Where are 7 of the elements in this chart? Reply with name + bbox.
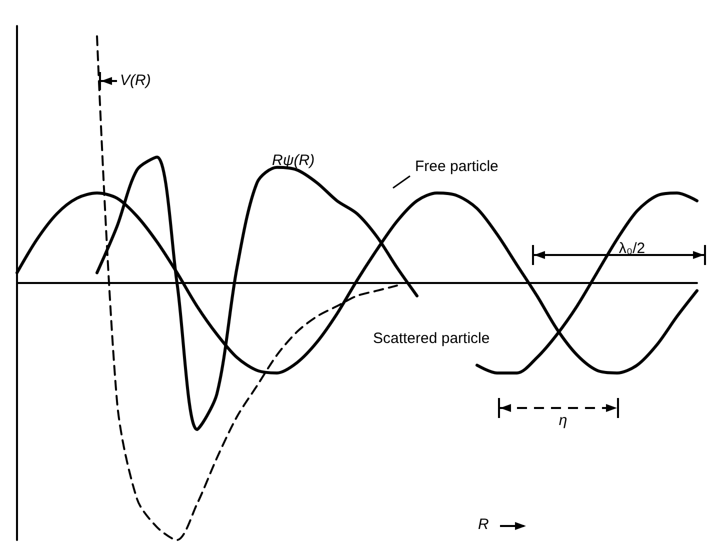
series-label: Free particle xyxy=(415,158,498,175)
series-label: Scattered particle xyxy=(373,330,490,347)
annotation: V(R) xyxy=(120,72,151,89)
annotation: λ₀/2 xyxy=(618,240,646,257)
annotation: η xyxy=(558,412,568,429)
annotation: Rψ(R) xyxy=(272,152,315,169)
x-axis-title: R xyxy=(478,516,489,533)
